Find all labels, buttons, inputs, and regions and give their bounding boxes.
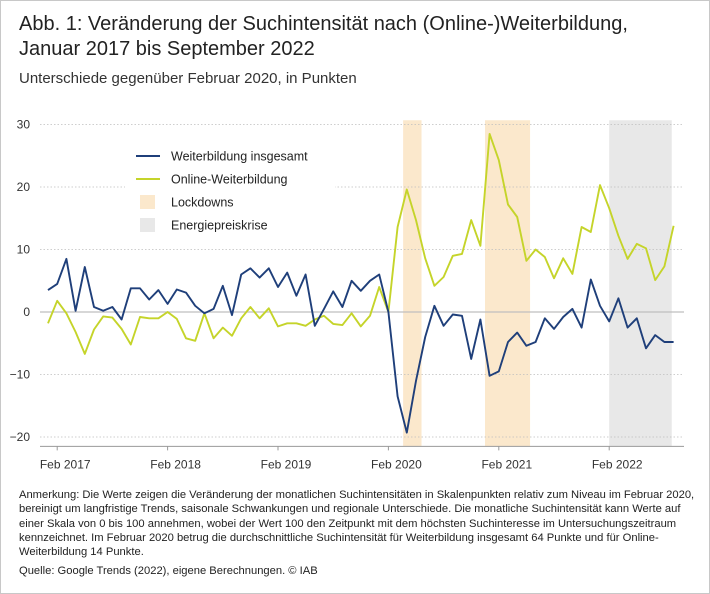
series-line-online-weiterbildung [47,132,675,355]
legend-label: Weiterbildung insgesamt [171,150,308,164]
source-line: Quelle: Google Trends (2022), eigene Ber… [19,565,318,577]
chart-subtitle: Unterschiede gegenüber Februar 2020, in … [19,70,357,87]
legend-items: Weiterbildung insgesamt Online-Weiterbild… [136,150,308,233]
legend-label: Online-Weiterbildung [171,173,288,187]
shaded-period-energiepreiskrise-2 [609,120,672,447]
x-tick-label: Feb 2022 [592,457,643,471]
y-tick-label: −10 [10,368,31,382]
legend-swatch-box [140,218,155,232]
footnote: Anmerkung: Die Werte zeigen die Veränder… [19,489,695,559]
legend-swatch-box [140,195,155,209]
x-axis-ticks: Feb 2017 Feb 2018 Feb 2019 Feb 2020 Feb 2021… [40,445,684,471]
x-tick-label: Feb 2018 [150,457,201,471]
y-tick-label: 0 [23,305,30,319]
chart-title-line-1: Abb. 1: Veränderung der Suchintensität n… [19,13,628,35]
y-tick-label: −20 [10,430,31,444]
shaded-period-lockdown-0 [403,120,422,447]
shaded-period-lockdown-1 [485,120,531,447]
gridlines [40,124,684,438]
chart-title-line-2: Januar 2017 bis September 2022 [19,38,315,60]
legend-label: Lockdowns [171,196,234,210]
legend-box [125,138,335,233]
series-line-weiterbildung-insgesamt [47,257,674,434]
x-tick-label: Feb 2019 [261,457,312,471]
y-tick-label: 30 [17,118,31,132]
legend-label: Energiepreiskrise [171,219,268,233]
x-tick-label: Feb 2017 [40,457,91,471]
y-tick-label: 20 [17,180,31,194]
legend: Weiterbildung insgesamt Online-Weiterbild… [125,138,335,233]
series-lines [47,132,675,434]
chart-title: Abb. 1: Veränderung der Suchintensität n… [19,12,699,62]
x-tick-label: Feb 2021 [481,457,532,471]
y-axis-ticks: 30 20 10 0 −10 −20 [10,118,31,445]
shaded-periods [403,120,672,447]
y-tick-label: 10 [17,243,31,257]
x-tick-label: Feb 2020 [371,457,422,471]
